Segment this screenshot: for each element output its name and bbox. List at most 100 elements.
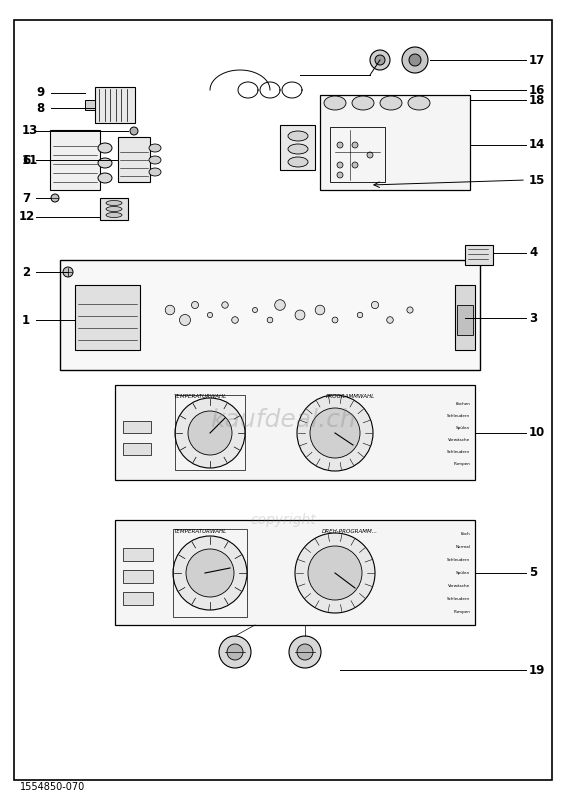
Text: 6: 6 (22, 154, 30, 166)
Bar (123, 570, 153, 583)
Bar (100, 198, 128, 220)
Circle shape (297, 644, 313, 660)
Circle shape (295, 533, 375, 613)
Circle shape (276, 302, 284, 309)
Text: Spülen: Spülen (456, 571, 470, 575)
Circle shape (370, 50, 390, 70)
Circle shape (372, 302, 378, 308)
Text: TEMPERATURWAHL: TEMPERATURWAHL (173, 529, 226, 534)
Text: Schleudern: Schleudern (447, 414, 470, 418)
Bar (115, 385, 475, 480)
Ellipse shape (149, 156, 161, 164)
Circle shape (207, 312, 213, 318)
Text: Schleudern: Schleudern (447, 597, 470, 601)
Bar (50, 130, 100, 190)
Text: 9: 9 (36, 86, 44, 99)
Ellipse shape (98, 143, 112, 153)
Circle shape (402, 47, 428, 73)
Ellipse shape (106, 206, 122, 211)
Bar (457, 305, 473, 335)
Circle shape (352, 142, 358, 148)
Bar (95, 87, 135, 123)
Text: Koch: Koch (460, 532, 470, 536)
Circle shape (227, 644, 243, 660)
Circle shape (409, 54, 421, 66)
Circle shape (168, 307, 173, 313)
Bar (123, 421, 151, 433)
Text: 10: 10 (529, 426, 545, 439)
Circle shape (375, 55, 385, 65)
Text: kaufdeal.ch: kaufdeal.ch (210, 408, 356, 432)
Circle shape (337, 162, 343, 168)
Text: 19: 19 (529, 663, 546, 677)
Ellipse shape (288, 157, 308, 167)
Circle shape (289, 636, 321, 668)
Text: 1554850-070: 1554850-070 (20, 782, 85, 792)
Circle shape (406, 306, 414, 314)
Text: 7: 7 (22, 191, 30, 205)
Text: 3: 3 (529, 311, 537, 325)
Circle shape (186, 549, 234, 597)
Bar (118, 137, 150, 182)
Bar (465, 245, 493, 265)
Text: 2: 2 (22, 266, 30, 278)
Circle shape (310, 408, 360, 458)
Bar (60, 260, 480, 370)
Text: 13: 13 (22, 125, 38, 138)
Text: Vorwäsche: Vorwäsche (448, 438, 470, 442)
Ellipse shape (352, 96, 374, 110)
Bar (175, 395, 245, 470)
Bar (123, 548, 153, 561)
Circle shape (190, 300, 200, 310)
Circle shape (180, 314, 190, 326)
Circle shape (297, 395, 373, 471)
Circle shape (51, 194, 59, 202)
Ellipse shape (149, 168, 161, 176)
Text: 5: 5 (529, 566, 537, 579)
Bar (173, 529, 247, 617)
Circle shape (130, 127, 138, 135)
Circle shape (367, 152, 373, 158)
Text: 17: 17 (529, 54, 545, 66)
Circle shape (252, 307, 258, 313)
Text: 15: 15 (529, 174, 546, 186)
Circle shape (220, 300, 230, 310)
Text: Pumpen: Pumpen (453, 610, 470, 614)
Circle shape (317, 307, 323, 313)
Text: 8: 8 (36, 102, 44, 114)
Ellipse shape (324, 96, 346, 110)
Text: 14: 14 (529, 138, 546, 151)
Circle shape (337, 142, 343, 148)
Circle shape (175, 398, 245, 468)
Ellipse shape (98, 173, 112, 183)
Text: 18: 18 (529, 94, 546, 106)
Text: Normal: Normal (455, 545, 470, 549)
Bar (455, 285, 475, 350)
Circle shape (266, 316, 274, 324)
Ellipse shape (288, 131, 308, 141)
Circle shape (308, 546, 362, 600)
Bar (123, 443, 151, 455)
Text: PROGRAMMWAHL: PROGRAMMWAHL (325, 394, 375, 399)
Ellipse shape (408, 96, 430, 110)
Ellipse shape (98, 158, 112, 168)
Text: 4: 4 (529, 246, 537, 259)
Circle shape (337, 172, 343, 178)
Text: DREH-PROGRAMM...: DREH-PROGRAMM... (322, 529, 378, 534)
Bar (123, 592, 153, 605)
Text: Pumpen: Pumpen (453, 462, 470, 466)
Circle shape (386, 316, 394, 324)
Circle shape (173, 536, 247, 610)
Circle shape (297, 311, 303, 318)
Bar (115, 520, 475, 625)
Ellipse shape (288, 144, 308, 154)
Text: Schleudern: Schleudern (447, 558, 470, 562)
Text: Schleudern: Schleudern (447, 450, 470, 454)
Circle shape (352, 162, 358, 168)
Text: TEMPERATURWAHL: TEMPERATURWAHL (173, 394, 226, 399)
Text: Vorwäsche: Vorwäsche (448, 584, 470, 588)
Text: 1: 1 (22, 314, 30, 326)
Text: Spülen: Spülen (456, 426, 470, 430)
Text: 12: 12 (19, 210, 35, 223)
Ellipse shape (380, 96, 402, 110)
